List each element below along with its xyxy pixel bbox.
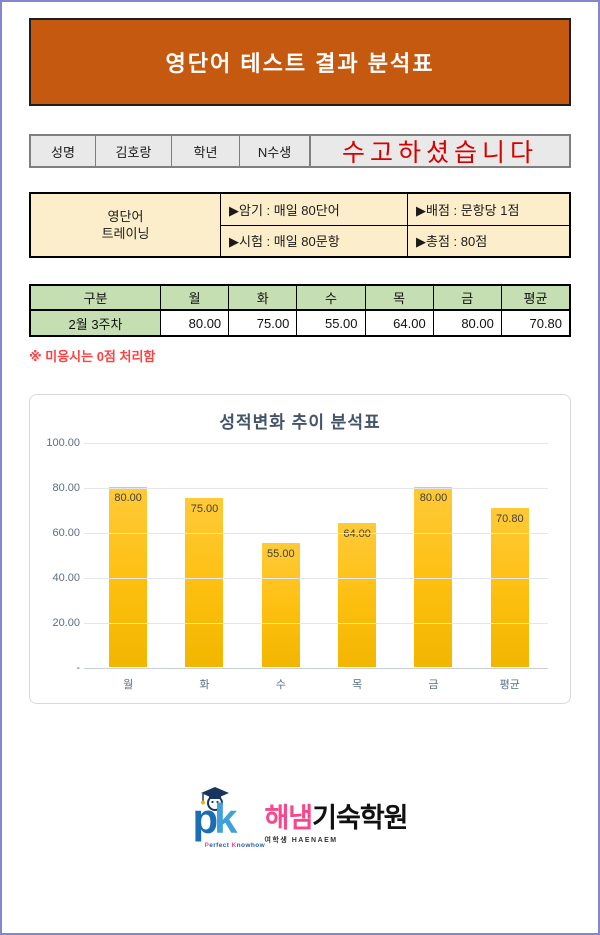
score-trend-chart: 성적변화 추이 분석표 80.00 75.00 55.00 64.00 80.00 70.… [29, 394, 571, 704]
chart-title: 성적변화 추이 분석표 [219, 413, 381, 432]
bar-slot-평균: 70.80 [472, 443, 548, 667]
y-tick-label: - [76, 662, 80, 674]
col-header-tue: 화 [229, 286, 298, 309]
chart-plot: 80.00 75.00 55.00 64.00 80.00 70.80 100.00 80.… [46, 437, 548, 674]
chart-bars: 80.00 75.00 55.00 64.00 80.00 70.80 [90, 443, 548, 667]
col-header-mon: 월 [161, 286, 230, 309]
gridline-20 [84, 623, 548, 624]
x-tick-label-수: 수 [275, 679, 286, 691]
bar-월: 80.00 [109, 487, 148, 667]
training-scoring: ▶배점 : 문항당 1점 [416, 202, 520, 218]
brand-haenaem: 해냄 [264, 803, 313, 833]
score-mon: 80.00 [161, 309, 230, 335]
bar-value-label: 70.80 [496, 512, 524, 525]
score-thu: 64.00 [365, 309, 434, 335]
gridline-0 [84, 668, 548, 669]
gridline-80 [84, 488, 548, 489]
bar-value-label: 55.00 [267, 548, 295, 561]
graduation-cap-icon [201, 787, 230, 811]
grade-label: 학년 [172, 136, 240, 166]
bar-value-label: 80.00 [114, 492, 142, 504]
grade-value: N수생 [240, 136, 311, 166]
y-tick-label: 100.00 [46, 437, 80, 449]
name-label: 성명 [31, 136, 96, 166]
pk-letters: pk [192, 795, 237, 842]
chart-x-axis: 월 화 수 목 금 평균 [90, 676, 548, 692]
bar-목: 64.00 [338, 523, 377, 667]
congrats-message: 수고하셨습니다 [341, 139, 538, 167]
score-table-header-row: 구분 월 화 수 목 금 평균 [31, 286, 569, 309]
y-tick-label: 20.00 [52, 617, 80, 629]
y-tick-label: 60.00 [52, 527, 80, 539]
bar-value-label: 80.00 [419, 492, 448, 504]
academy-logo: pk Perfect Knowhow 해냄기숙학원 여학생 HAENAEM [29, 787, 571, 852]
training-title-cell: 영단어 트레이닝 [31, 194, 221, 256]
x-tick-label-화: 화 [199, 679, 210, 691]
y-tick-label: 80.00 [52, 482, 80, 494]
training-title-line1: 영단어 [107, 209, 144, 224]
bar-value-label: 75.00 [190, 503, 219, 516]
x-tick-label-금: 금 [428, 679, 439, 691]
x-tick-label-목: 목 [352, 679, 363, 691]
congrats-cell: 수고하셨습니다 [311, 136, 569, 167]
pk-letter-p: p [192, 795, 218, 842]
x-tick-label-평균: 평균 [499, 679, 520, 691]
score-table-data-row: 2월 3주차 80.00 75.00 55.00 64.00 80.00 70.… [31, 309, 570, 335]
col-header-fri: 금 [434, 286, 502, 309]
training-test: ▶시험 : 매일 80문항 [221, 225, 408, 256]
gridline-60 [84, 533, 548, 534]
student-info-table: 성명 김호랑 학년 N수생 수고하셨습니다 [29, 134, 571, 168]
score-wed: 55.00 [297, 309, 366, 335]
absence-note: ※ 미응시는 0점 처리함 [29, 349, 156, 364]
training-table: 영단어 트레이닝 ▶암기 : 매일 80단어 ▶배점 : 문항당 1점 ▶시험 … [29, 192, 571, 258]
x-tick-label-월: 월 [123, 679, 134, 691]
brand-academy: 기숙학원 [312, 803, 408, 833]
col-header-thu: 목 [366, 286, 434, 309]
score-tue: 75.00 [229, 309, 298, 335]
bar-slot-금: 80.00 [395, 443, 471, 667]
pk-tagline: Perfect Knowhow [204, 842, 266, 849]
bar-slot-목: 64.00 [319, 443, 395, 667]
pk-logo-mark: pk Perfect Knowhow [192, 787, 265, 852]
pk-letter-k: k [214, 795, 237, 842]
brand-subtext: 여학생 HAENAEM [264, 837, 338, 844]
training-title-line2: 트레이닝 [101, 226, 150, 241]
bar-수: 55.00 [261, 543, 300, 667]
bar-금: 80.00 [414, 487, 453, 667]
bar-value-label: 64.00 [343, 528, 371, 540]
col-header-gubun: 구분 [31, 286, 161, 309]
y-tick-label: 40.00 [52, 572, 80, 584]
bar-slot-월: 80.00 [90, 443, 166, 667]
name-value: 김호랑 [96, 136, 172, 166]
score-fri: 80.00 [433, 309, 502, 335]
col-header-avg: 평균 [523, 291, 548, 306]
bar-평균: 70.80 [490, 507, 529, 667]
bar-화: 75.00 [185, 498, 224, 667]
title-banner: 영단어 테스트 결과 분석표 [29, 18, 571, 106]
score-avg: 70.80 [501, 309, 570, 335]
bar-slot-화: 75.00 [166, 443, 242, 667]
bar-slot-수: 55.00 [243, 443, 319, 667]
score-table: 구분 월 화 수 목 금 평균 2월 3주차 80.00 75.00 55.00… [29, 284, 571, 337]
training-memorize: ▶암기 : 매일 80단어 [221, 194, 408, 225]
training-total: ▶총점 : 80점 [416, 234, 488, 250]
row-label-week: 2월 3주차 [31, 309, 161, 335]
brand-text: 해냄기숙학원 여학생 HAENAEM [264, 790, 408, 845]
col-header-wed: 수 [297, 286, 366, 309]
gridline-100 [84, 443, 548, 444]
gridline-40 [84, 578, 548, 579]
page-title: 영단어 테스트 결과 분석표 [165, 51, 435, 76]
